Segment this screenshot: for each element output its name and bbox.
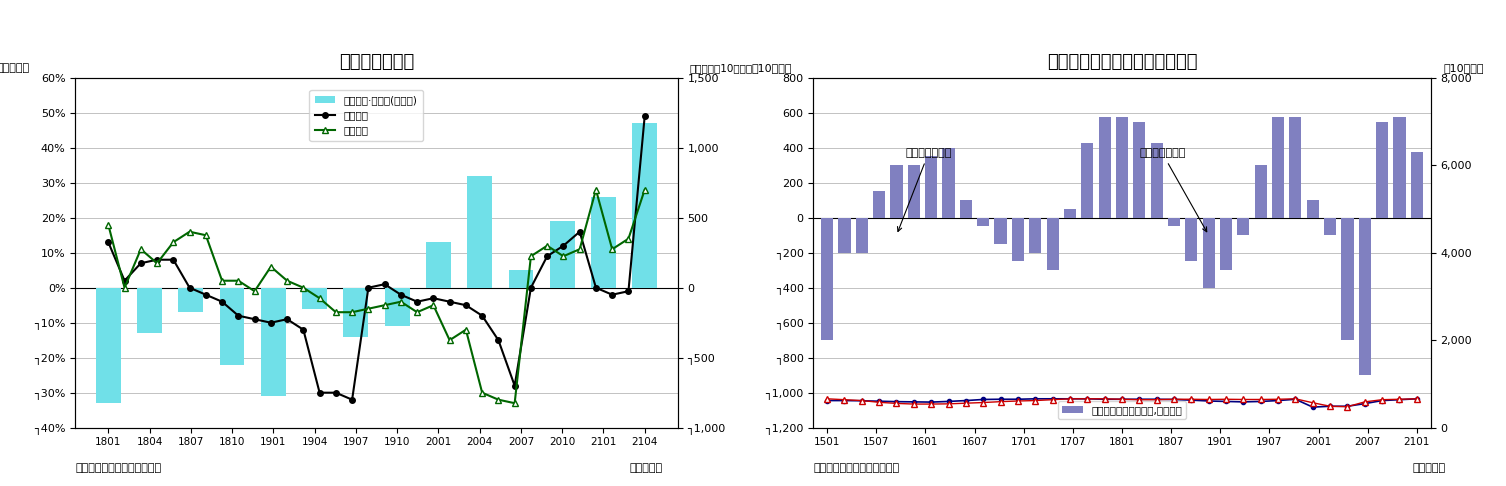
Title: 貿易収支（季節調整値）の推移: 貿易収支（季節調整値）の推移 [1047, 52, 1197, 70]
Bar [426, 242, 450, 288]
Bar [1151, 143, 1163, 218]
Text: （前年差、10億円）: （前年差、10億円） [690, 63, 753, 73]
Bar [220, 288, 244, 364]
Bar [303, 288, 327, 309]
Bar [1273, 117, 1285, 218]
Legend: 貿易収支（季節調整値,左目盛）: 貿易収支（季節調整値,左目盛） [1057, 400, 1187, 419]
Bar [1411, 152, 1423, 218]
Bar [1342, 218, 1354, 340]
Bar [1029, 218, 1041, 253]
Bar [908, 165, 920, 218]
Bar [1358, 218, 1370, 375]
Bar [1081, 143, 1093, 218]
Bar [1254, 165, 1267, 218]
Bar [137, 288, 163, 333]
Bar [178, 288, 203, 312]
Bar [821, 218, 833, 340]
Text: （10億円）: （10億円） [1443, 63, 1483, 73]
Bar [1063, 209, 1075, 218]
Bar [343, 288, 369, 337]
Bar [943, 148, 955, 218]
Text: （10億円）: （10億円） [751, 63, 792, 73]
Bar [1393, 117, 1405, 218]
Bar [1307, 200, 1319, 218]
Bar [1376, 122, 1389, 218]
Bar [1047, 218, 1059, 270]
Bar [467, 176, 492, 288]
Bar [633, 123, 657, 288]
Text: （資料）財務省「貿易統計」: （資料）財務省「貿易統計」 [813, 464, 899, 473]
Bar [590, 197, 616, 288]
Bar [261, 288, 286, 396]
Bar [925, 156, 937, 218]
Text: 輸入（右目盛）: 輸入（右目盛） [898, 149, 952, 231]
Bar [959, 200, 971, 218]
Bar [1324, 218, 1336, 235]
Bar [550, 221, 575, 288]
Bar [839, 218, 851, 253]
Bar [1289, 117, 1301, 218]
Bar [1098, 117, 1111, 218]
Bar [1012, 218, 1024, 261]
Bar [1220, 218, 1232, 270]
Title: 貿易収支の推移: 貿易収支の推移 [339, 52, 414, 70]
Bar [1169, 218, 1181, 226]
Text: 輸出（右目盛）: 輸出（右目盛） [1140, 149, 1206, 232]
Bar [855, 218, 867, 253]
Bar [384, 288, 410, 326]
Bar [977, 218, 989, 226]
Bar [1133, 122, 1146, 218]
Text: （年・月）: （年・月） [630, 464, 663, 473]
Text: （年・月）: （年・月） [1413, 464, 1446, 473]
Bar [1203, 218, 1215, 288]
Text: （資料）財務省「貿易統計」: （資料）財務省「貿易統計」 [75, 464, 161, 473]
Bar [873, 191, 886, 218]
Bar [1238, 218, 1250, 235]
Bar [1185, 218, 1197, 261]
Text: （前年比）: （前年比） [0, 63, 30, 73]
Bar [96, 288, 120, 403]
Legend: 貿易収支·前年差(右目盛), 輸出金額, 輸入金額: 貿易収支·前年差(右目盛), 輸出金額, 輸入金額 [309, 90, 423, 141]
Bar [994, 218, 1006, 244]
Bar [1116, 117, 1128, 218]
Bar [509, 270, 533, 288]
Bar [890, 165, 902, 218]
